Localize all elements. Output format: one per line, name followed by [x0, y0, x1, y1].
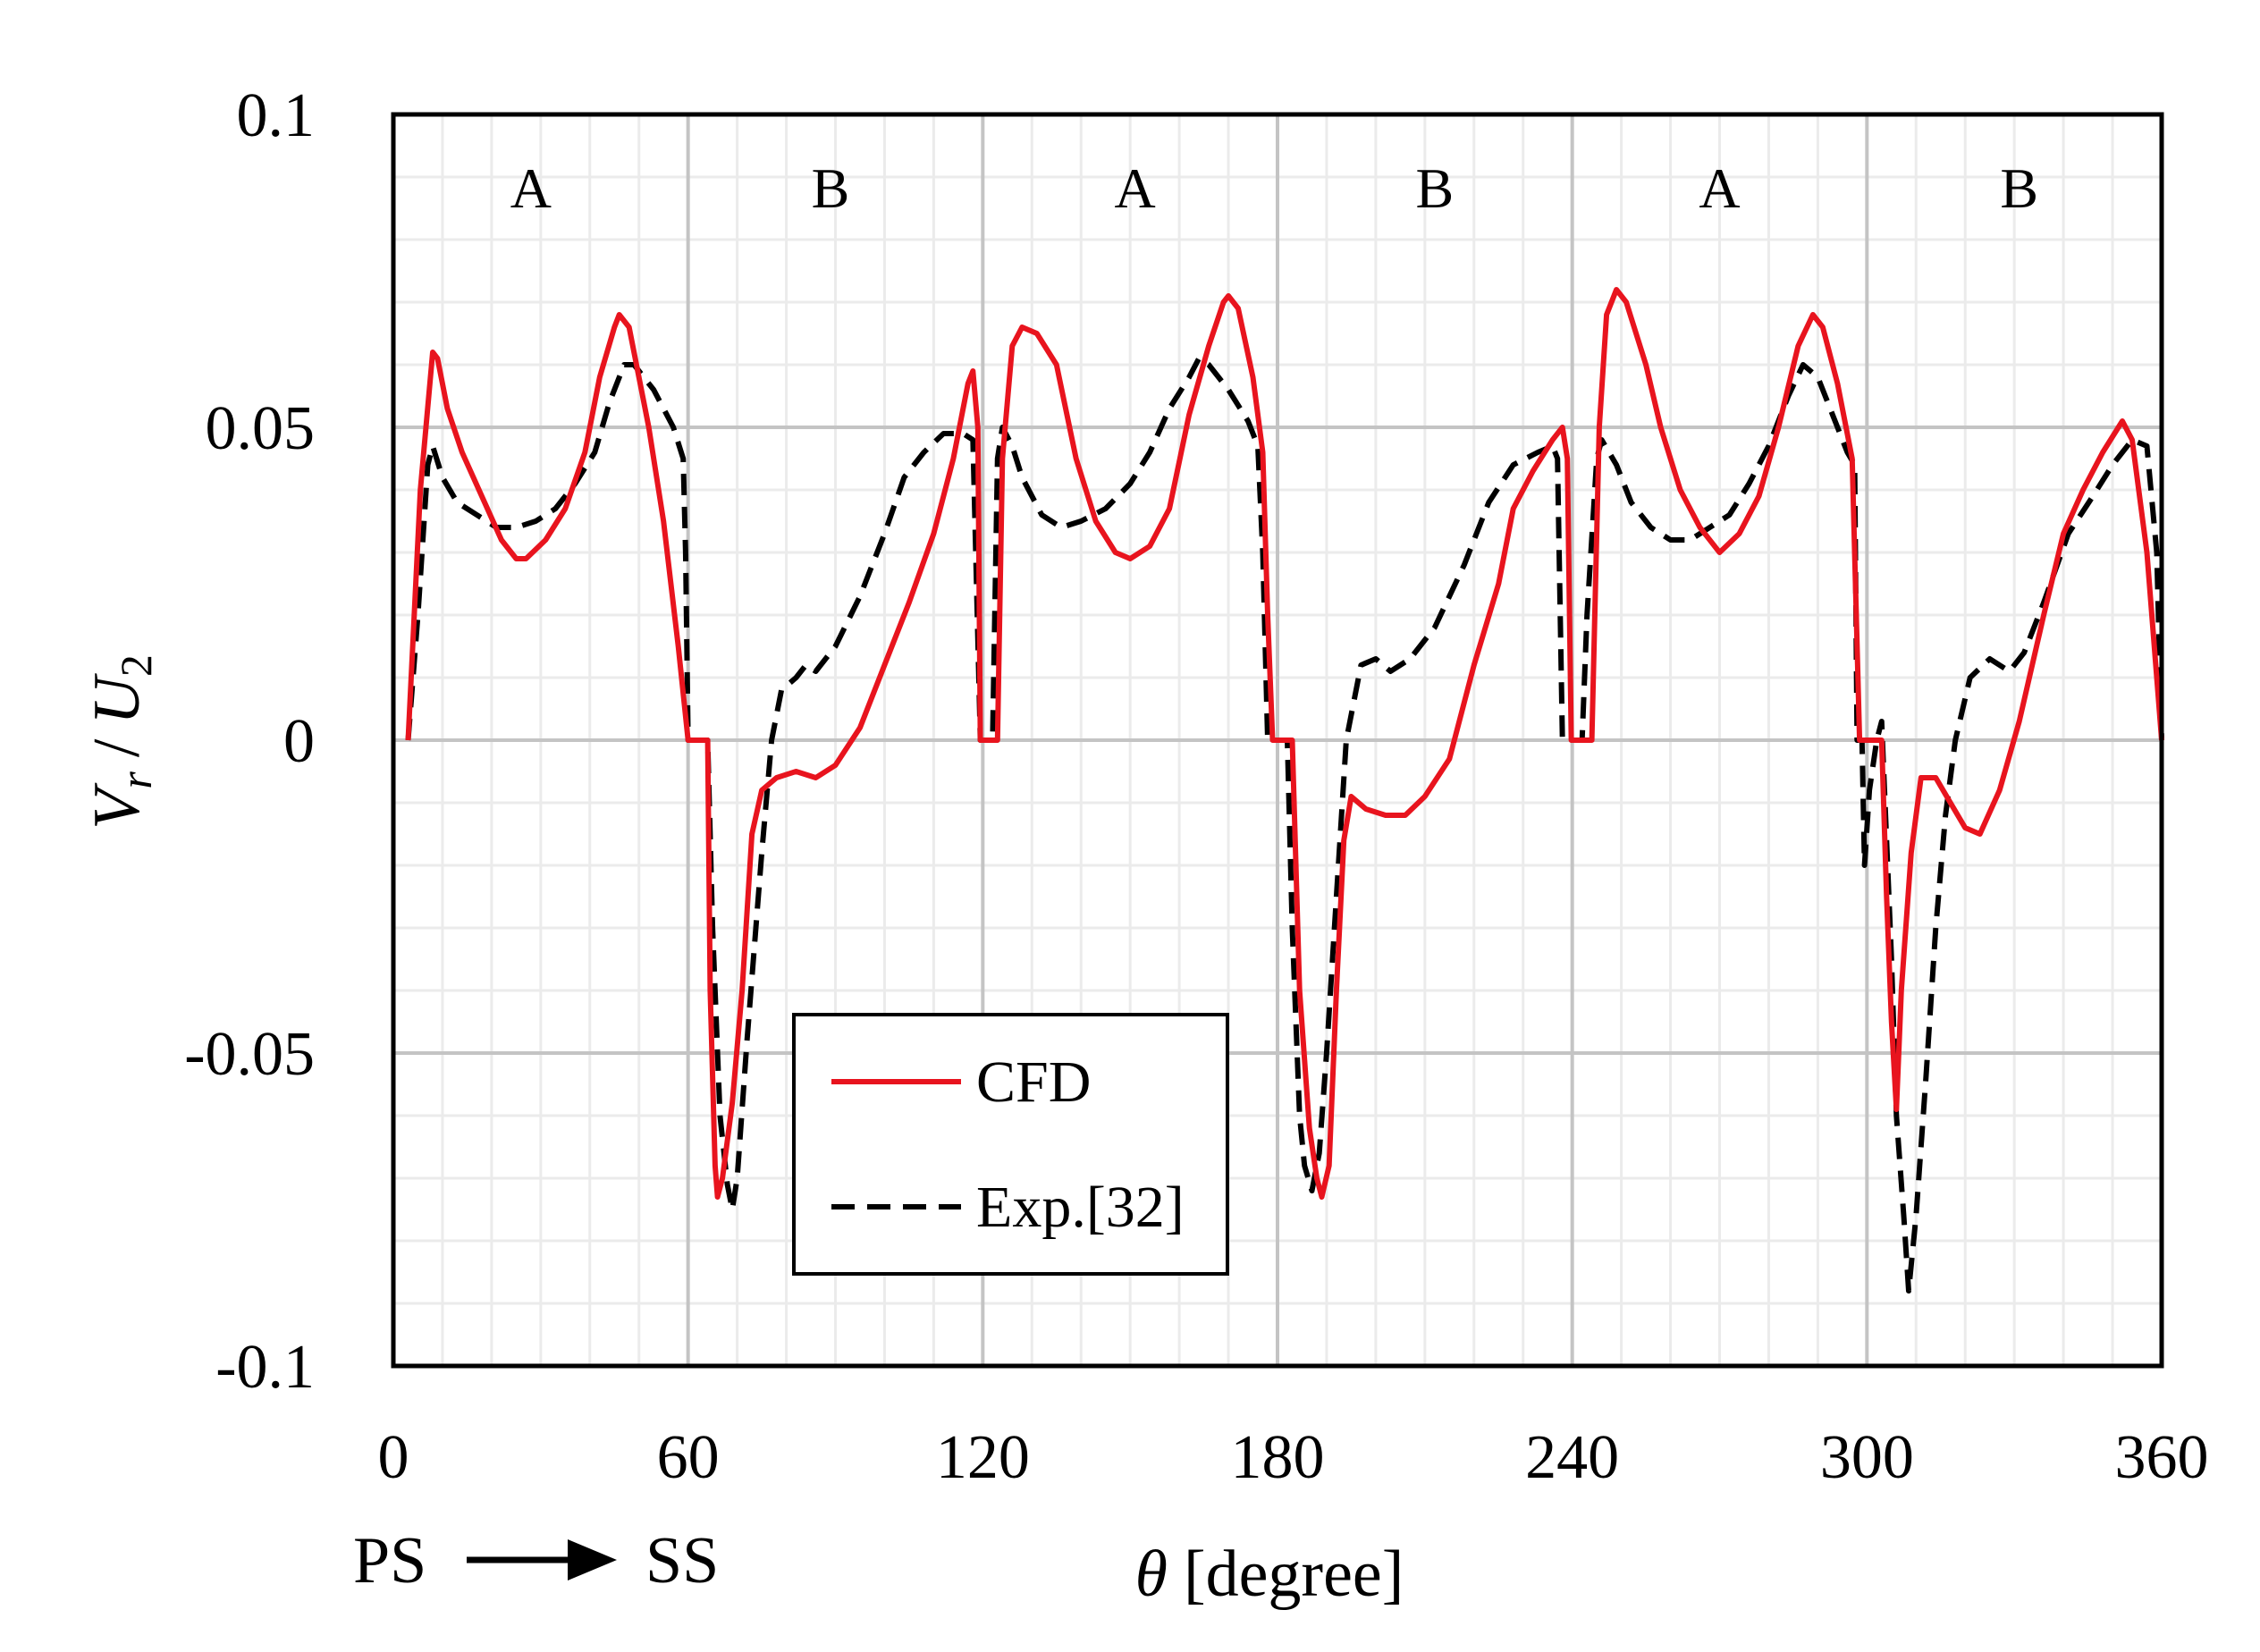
region-label: A [1115, 156, 1156, 220]
legend-box [792, 1013, 1229, 1276]
y-tick-label: -0.1 [215, 1333, 315, 1402]
region-label: A [510, 156, 552, 220]
y-tick-label: 0 [283, 707, 315, 776]
x-tick-label: 120 [936, 1423, 1030, 1492]
x-tick-label: 0 [378, 1423, 409, 1492]
series-line-cfd [405, 287, 2164, 1200]
x-tick-label: 60 [657, 1423, 720, 1492]
region-label: A [1699, 156, 1740, 220]
y-title-sep: / [80, 738, 154, 757]
series-layer [405, 287, 2164, 1294]
legend-label-exp: Exp.[32] [976, 1175, 1185, 1240]
x-tick-label: 240 [1525, 1423, 1619, 1492]
x-tick-label: 360 [2115, 1423, 2209, 1492]
y-title-den: U [80, 673, 154, 725]
x-title-symbol: θ [1135, 1538, 1168, 1611]
direction-arrow-head [568, 1539, 617, 1580]
x-tick-label: 300 [1820, 1423, 1914, 1492]
x-title-unit: [degree] [1184, 1538, 1404, 1611]
legend-label-cfd: CFD [976, 1049, 1091, 1115]
legend: CFD Exp.[32] [792, 1013, 1229, 1276]
plot-frame [391, 112, 2164, 1369]
x-tick-labels: 0 60 120 180 240 300 360 [378, 1423, 2209, 1492]
y-tick-label: 0.05 [206, 394, 316, 463]
y-title-main: V [80, 782, 154, 830]
y-tick-label: -0.05 [184, 1020, 315, 1089]
region-label: B [812, 156, 850, 220]
direction-from-label: PS [353, 1524, 426, 1597]
x-axis-title: θ [degree] [1135, 1538, 1404, 1611]
region-label: B [1415, 156, 1454, 220]
direction-to-label: SS [645, 1524, 719, 1597]
series-line-exp [405, 356, 2164, 1294]
y-tick-labels: 0.1 0.05 0 -0.05 -0.1 [184, 81, 315, 1402]
y-axis-title: Vr / U2 [80, 654, 161, 830]
x-tick-label: 180 [1231, 1423, 1325, 1492]
direction-indicator: PS SS [353, 1524, 719, 1597]
region-label: B [2000, 156, 2038, 220]
y-tick-label: 0.1 [237, 81, 316, 150]
y-title-main-sub: r [111, 771, 161, 789]
y-title-den-sub: 2 [111, 654, 161, 677]
